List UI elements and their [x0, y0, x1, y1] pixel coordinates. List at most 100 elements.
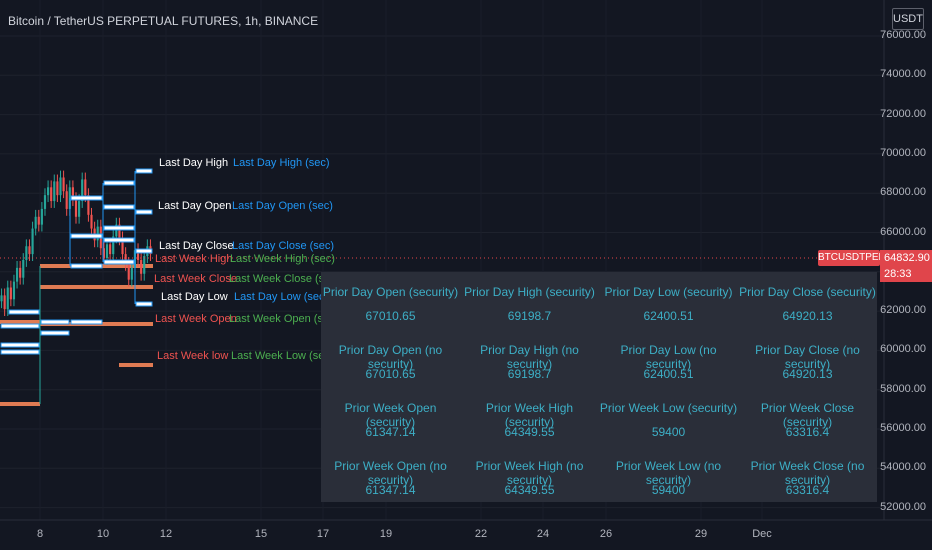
table-value-cell: 69198.7: [507, 367, 552, 381]
chart-title: Bitcoin / TetherUS PERPETUAL FUTURES, 1h…: [8, 14, 319, 28]
candle-body: [37, 216, 40, 225]
symbol-tag: BTCUSDTPERP: [818, 250, 892, 266]
level-label-sec: Last Week High (sec): [230, 253, 335, 265]
last-price-value: 64832.90: [884, 252, 930, 264]
candle-body: [3, 295, 6, 310]
candle-body: [124, 254, 127, 264]
y-tick-label: 54000.00: [880, 461, 926, 474]
level-label: Last Week Close: [154, 273, 237, 285]
daily-level-bar: [70, 263, 103, 269]
level-label: Last Day Close: [159, 240, 234, 252]
daily-level-bar: [103, 259, 135, 265]
x-tick-label: 29: [694, 528, 708, 540]
x-tick-label: 15: [254, 528, 268, 540]
candle-body: [127, 263, 130, 280]
x-tick-label: Dec: [752, 528, 772, 540]
last-price-tag: 64832.90 28:33: [880, 250, 932, 282]
x-tick-label: 22: [474, 528, 488, 540]
x-tick-label: 17: [316, 528, 330, 540]
level-label: Last Day Open: [158, 200, 232, 212]
y-tick-label: 74000.00: [880, 68, 926, 81]
level-label-sec: Last Day Close (sec): [232, 240, 335, 252]
daily-level-bar: [103, 225, 135, 231]
candle-body: [74, 199, 78, 217]
candle-body: [130, 267, 133, 280]
table-header-cell: Prior Day Low (security): [604, 285, 733, 299]
level-label-sec: Last Week Open (sec): [229, 313, 339, 325]
weekly-level-bar: [0, 320, 40, 324]
table-header-cell: Prior Week Open (security): [344, 401, 437, 429]
currency-unit-button[interactable]: USDT: [892, 8, 924, 30]
daily-level-bar: [8, 309, 40, 315]
table-value-cell: 62400.51: [643, 367, 694, 381]
candle-body: [31, 228, 34, 255]
table-header-cell: Prior Day Low (no security): [620, 343, 717, 371]
y-tick-label: 66000.00: [880, 225, 926, 238]
weekly-level-bar: [0, 402, 40, 406]
daily-level-bar: [0, 342, 40, 348]
table-value-cell: 64349.55: [504, 425, 555, 439]
candle-body: [90, 214, 93, 229]
table-header-cell: Prior Week High (no security): [475, 459, 584, 487]
level-label-sec: Last Week Close (sec): [229, 273, 340, 285]
daily-level-bar: [103, 180, 135, 186]
candle-body: [43, 195, 47, 209]
table-value-cell: 64920.13: [782, 367, 833, 381]
level-label-sec: Last Week Low (sec): [231, 350, 334, 362]
y-tick-label: 62000.00: [880, 304, 926, 317]
daily-level-bar: [135, 168, 153, 174]
table-value-cell: 67010.65: [365, 309, 416, 323]
candle-body: [40, 208, 43, 225]
candle-body: [6, 287, 9, 310]
y-tick-label: 56000.00: [880, 422, 926, 434]
level-label-sec: Last Day Open (sec): [232, 200, 333, 212]
candles: [0, 170, 152, 317]
candle-body: [105, 244, 109, 259]
x-tick-label: 10: [96, 528, 110, 540]
candle-body: [0, 295, 3, 302]
daily-level-bar: [40, 330, 70, 336]
x-tick-label: 19: [379, 528, 393, 540]
candle-body: [50, 187, 53, 202]
table-value-cell: 61347.14: [365, 425, 416, 439]
x-tick-label: 26: [599, 528, 613, 540]
table-value-cell: 59400: [651, 483, 686, 497]
candle-body: [143, 256, 146, 274]
table-value-cell: 63316.4: [785, 425, 830, 439]
table-header-cell: Prior Day Open (security): [322, 285, 459, 299]
y-tick-label: 52000.00: [880, 500, 926, 513]
candle-body: [87, 195, 90, 215]
candle-body: [140, 260, 143, 274]
level-label: Last Week low: [157, 350, 229, 362]
x-tick-label: 24: [536, 528, 550, 540]
level-label: Last Week Open: [155, 313, 237, 325]
candle-body: [62, 177, 65, 192]
y-tick-label: 72000.00: [880, 107, 926, 120]
levels-table: Prior Day Open (security) Prior Day High …: [321, 272, 877, 502]
candle-body: [78, 201, 81, 217]
candle-body: [46, 187, 50, 196]
candle-body: [56, 181, 59, 196]
candle-body: [65, 191, 68, 209]
candle-body: [96, 226, 99, 241]
y-tick-label: 70000.00: [880, 146, 926, 159]
table-header-cell: Prior Day Open (no security): [338, 343, 443, 371]
level-label: Last Day Low: [161, 291, 228, 303]
table-header-cell: Prior Day Close (security): [739, 285, 876, 299]
table-header-cell: Prior Week Open (no security): [334, 459, 447, 487]
candle-body: [12, 281, 16, 300]
daily-level-bar: [135, 301, 153, 307]
level-label: Last Day High: [159, 157, 229, 169]
daily-level-bar: [40, 319, 70, 325]
table-header-cell: Prior Week Close (no security): [750, 459, 865, 487]
level-label-sec: Last Day Low (sec): [234, 291, 329, 303]
candle-body: [15, 267, 19, 282]
table-value-cell: 64920.13: [782, 309, 833, 323]
candle-body: [121, 238, 124, 255]
y-tick-label: 76000.00: [880, 29, 926, 41]
table-value-cell: 62400.51: [643, 309, 694, 323]
x-tick-label: 8: [36, 528, 44, 540]
y-tick-label: 68000.00: [880, 186, 926, 199]
candle-body: [112, 236, 115, 255]
candle-body: [9, 287, 12, 300]
